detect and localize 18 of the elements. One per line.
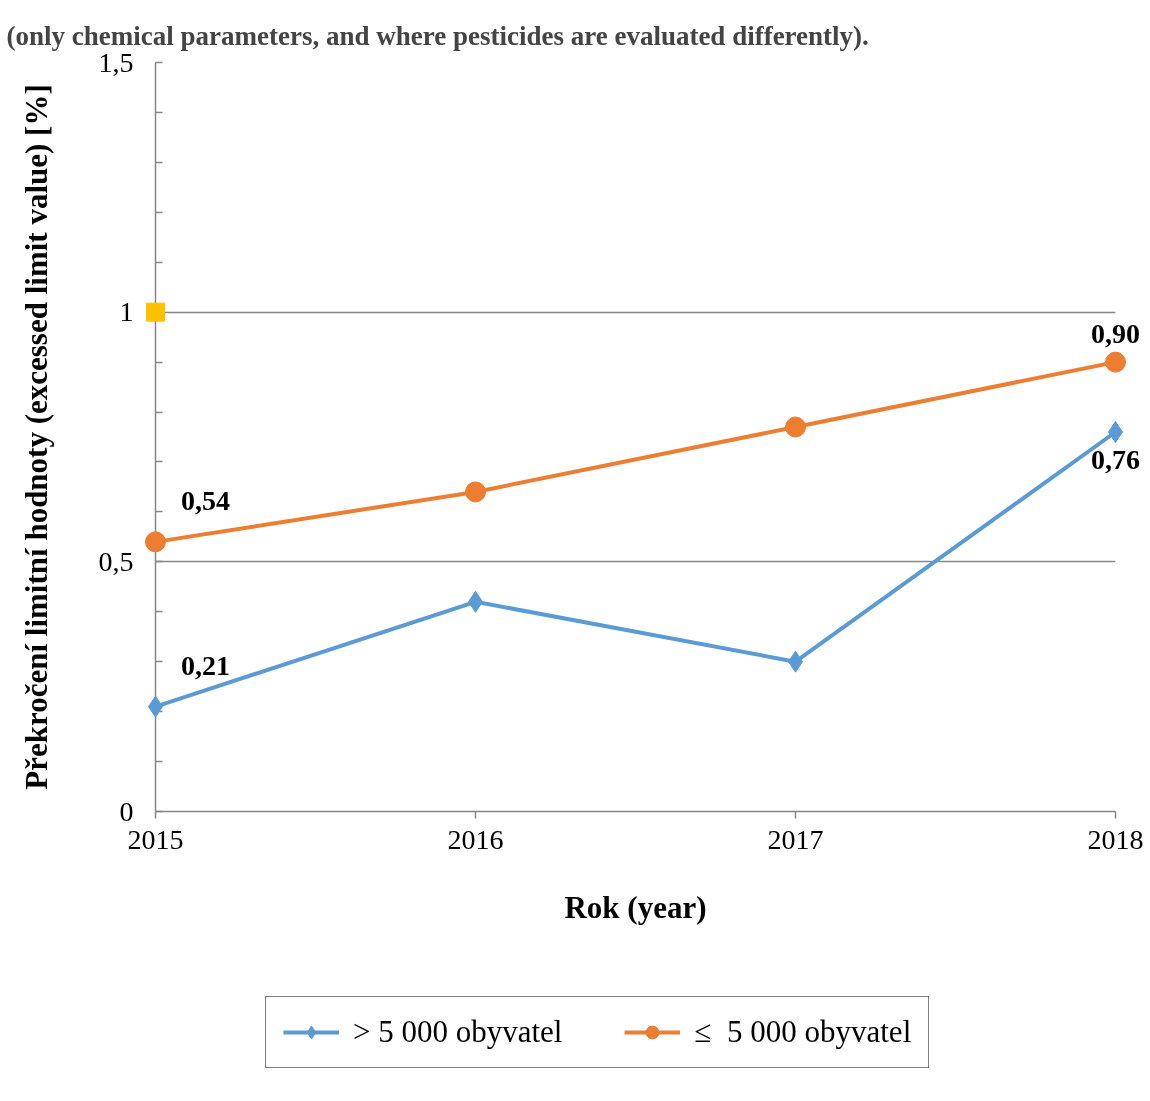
data-label: 0,21 bbox=[181, 649, 230, 681]
x-tick-label: 2018 bbox=[1087, 823, 1144, 855]
point bbox=[145, 531, 166, 553]
point bbox=[465, 481, 486, 503]
data-label: 0,54 bbox=[181, 484, 230, 516]
y-tick-label: 0,5 bbox=[98, 545, 134, 577]
point bbox=[146, 302, 165, 322]
data-label: 0,90 bbox=[1091, 318, 1140, 350]
data-label: 0,76 bbox=[1091, 444, 1140, 476]
x-tick-label: 2017 bbox=[767, 823, 824, 855]
x-tick-label: 2016 bbox=[447, 823, 504, 855]
x-axis-title: Rok (year) bbox=[564, 889, 707, 925]
y-axis-title: Překročení limitní hodnoty (excessed limit value) [%] bbox=[18, 84, 54, 790]
point bbox=[785, 416, 806, 438]
legend-label: ≤ 5 000 obyvatel bbox=[694, 1014, 912, 1050]
y-tick-label: 1 bbox=[119, 296, 134, 328]
point bbox=[1105, 351, 1126, 373]
legend-label: > 5 000 obyvatel bbox=[353, 1014, 563, 1050]
